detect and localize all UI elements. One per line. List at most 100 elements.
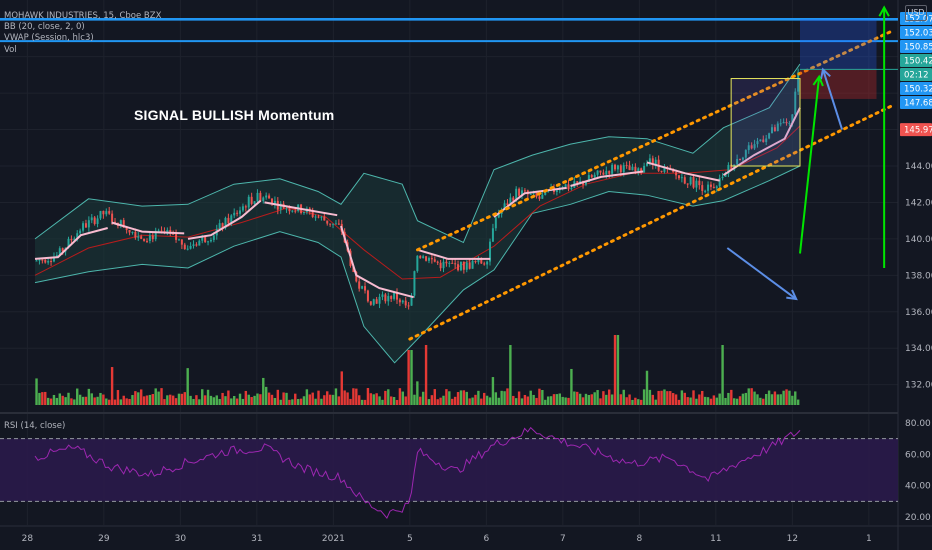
candle-body [93,217,96,224]
candle-body [765,138,768,143]
candle-body [273,200,276,205]
candle-body [698,180,701,186]
volume-bar [105,398,108,405]
candle-body [677,175,680,179]
volume-bar [346,392,349,405]
candle-body [128,229,131,233]
volume-bar [154,388,157,405]
arrow-to-breakout-head[interactable] [820,67,831,80]
signal-annotation[interactable]: SIGNAL BULLISH Momentum [134,107,335,123]
candle-body [773,127,776,132]
arrow-green-up[interactable] [799,76,821,254]
candle-body [413,271,416,296]
vwap-legend[interactable]: VWAP (Session, hlc3) [4,33,94,43]
candle-body [58,248,61,256]
highlight-box[interactable] [730,78,801,167]
candle-body [660,170,663,172]
candle-body [445,261,448,264]
stop-zone[interactable] [800,69,877,99]
volume-bar [139,389,143,405]
time-tick-label: 1 [866,534,872,544]
volume-bar [244,390,248,405]
bb-legend[interactable]: BB (20, close, 2, 0) [4,22,85,32]
arrow-green-target-head[interactable] [878,5,890,17]
rsi-tick-label: 60.00 [905,450,931,460]
volume-bar [701,390,704,405]
rsi-legend[interactable]: RSI (14, close) [4,421,66,431]
volume-bar [514,398,518,405]
candle-body [584,182,587,185]
volume-bar [93,397,96,405]
drawings[interactable] [0,5,898,341]
volume-bar [671,393,675,405]
candle-body [768,133,771,139]
volume-bar [366,388,370,405]
volume-bar [613,335,617,405]
channel-lower-line[interactable] [408,104,894,341]
volume-bar [544,399,547,405]
candle-body [189,245,192,249]
candle-body [791,114,794,123]
candle-body [398,299,401,303]
volume-bar [38,392,41,405]
volume-bar [639,399,643,405]
candle-body [692,177,695,188]
candle-body [285,208,288,210]
volume-bar [302,396,306,405]
volume-bar [523,394,527,405]
candle-body [145,240,148,242]
candle-body [634,166,637,172]
candle-body [38,259,41,261]
volume-bar [230,398,233,405]
currency-button[interactable]: USD [905,5,927,21]
volume-bar [706,397,710,405]
rsi-line [34,426,801,520]
volume-bar [535,397,538,405]
candle-body [364,286,367,291]
time-tick-label: 30 [175,534,187,544]
arrow-green-up-head[interactable] [812,74,824,87]
candle-body [477,258,480,263]
candle-body [268,195,271,199]
candle-body [416,255,419,272]
volume-bar [619,394,623,405]
candle-body [759,139,762,142]
volume-bar [750,388,753,405]
volume-bar [67,392,70,405]
time-axis[interactable]: 28 29 30 31 2021 5 6 7 8 11 12 1 [22,534,872,544]
vol-legend[interactable]: Vol [4,45,17,55]
price-tag-label: 147.68 [904,98,932,108]
candle-body [771,127,774,134]
volume-bar [477,390,480,405]
volume-bar [180,393,184,405]
volume-bar [389,396,393,405]
vwap-segment [493,186,567,218]
arrow-to-breakout[interactable] [821,69,844,130]
candle-body [611,164,614,174]
candle-body [236,212,239,214]
volume-bar [163,399,166,405]
volume-bar [453,396,457,405]
volume-bar [483,392,486,405]
volume-bar [84,396,88,405]
volume-bar [427,399,431,405]
price-axis[interactable]: 132.00 134.00 136.00 138.00 140.00 142.00 144.… [900,11,932,523]
symbol-legend[interactable]: MOHAWK INDUSTRIES, 15, Cboe BZX [4,11,162,21]
arrow-to-volume[interactable] [726,247,797,300]
candle-body [695,180,698,188]
volume-bar [663,389,666,405]
candle-body [151,235,154,240]
volume-bar [308,394,311,405]
volume-bar [698,394,701,405]
vwap [34,107,801,299]
volume-bar [142,396,146,405]
arrow-to-volume-head[interactable] [786,289,798,301]
volume-bar [296,399,300,405]
candle-body [87,220,90,228]
candle-body [430,258,433,260]
volume-bar [363,399,367,405]
channel-upper-line[interactable] [416,29,894,252]
volume-bar [581,397,585,405]
target-zone[interactable] [800,18,877,70]
